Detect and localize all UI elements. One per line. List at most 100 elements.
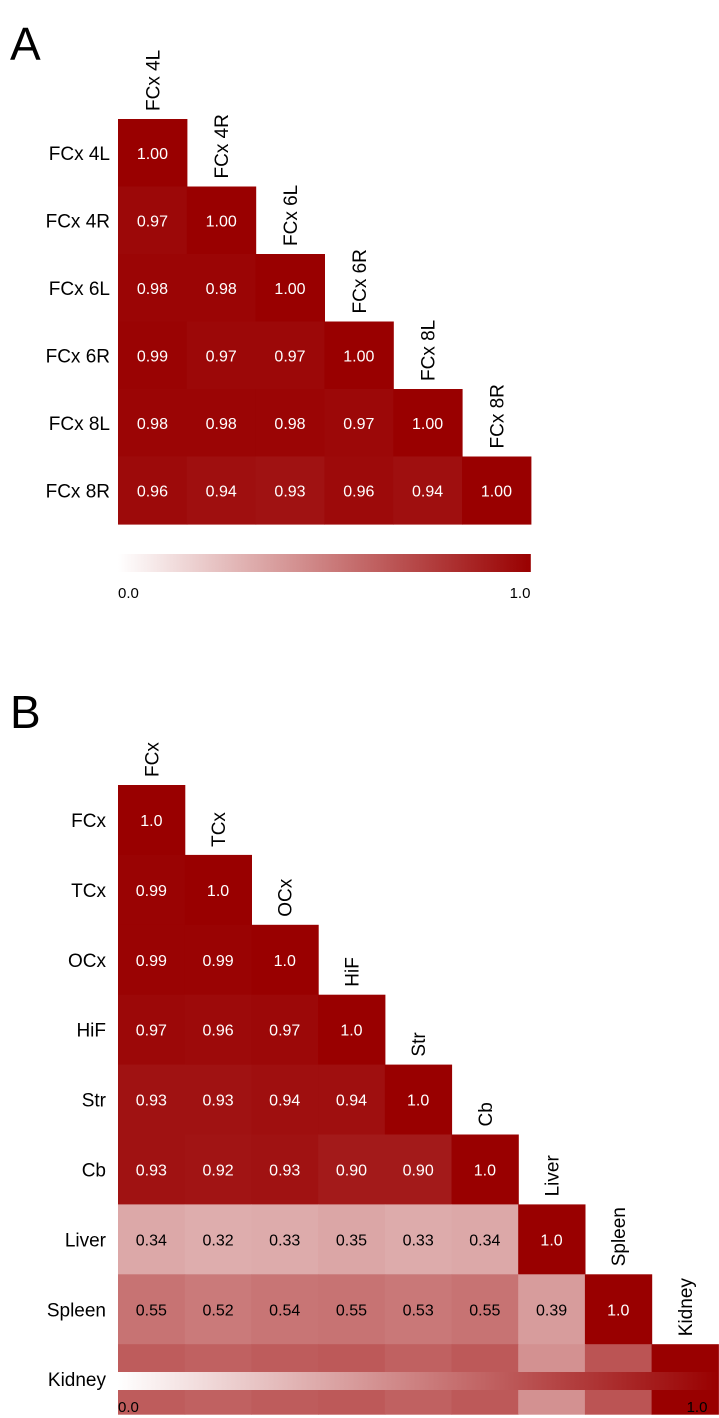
heatmap-panel-b: B 1.0 0.99 1.0 0.99 0.99 1.0 0.97 0.96 0.97 1.0 0.…	[10, 686, 719, 1416]
heatmap-cell-a-r1-c1	[186, 186, 257, 255]
heatmap-cell-a-r1-c0	[118, 186, 188, 255]
heatmap-cell-b-r7-c1	[184, 1274, 252, 1345]
heatmap-cell-label-b-r2-c1: 0.99	[202, 953, 233, 970]
heatmap-panel-a: A 1.00 0.97 1.00 0.98 0.98 1.00 0.99 0.97 0.97 1.…	[10, 18, 532, 602]
heatmap-cell-a-r4-c4	[393, 389, 463, 458]
heatmap-cell-label-b-r6-c0: 0.34	[136, 1232, 167, 1249]
heatmap-cell-a-r5-c5	[462, 456, 532, 525]
heatmap-cell-b-r4-c0	[118, 1064, 186, 1136]
heatmap-cell-b-r3-c1	[184, 994, 252, 1066]
heatmap-cell-a-r5-c1	[186, 456, 257, 525]
row-label-a-fcx-4r: FCx 4R	[46, 211, 110, 232]
heatmap-cell-a-r4-c2	[255, 389, 325, 458]
row-label-a-fcx-8r: FCx 8R	[46, 481, 110, 502]
heatmap-cell-label-a-r4-c3: 0.97	[343, 416, 374, 433]
column-label-a-fcx-8l: FCx 8L	[419, 320, 440, 381]
heatmap-cell-label-b-r7-c0: 0.55	[136, 1302, 167, 1319]
heatmap-cell-label-a-r0-c0: 1.00	[137, 146, 168, 163]
heatmap-cell-b-r7-c4	[384, 1274, 453, 1345]
heatmap-cell-label-b-r7-c4: 0.53	[403, 1302, 434, 1319]
heatmap-cell-label-b-r3-c0: 0.97	[136, 1023, 167, 1040]
heatmap-cell-a-r0-c0	[118, 119, 188, 188]
heatmap-cell-label-b-r5-c2: 0.93	[269, 1162, 300, 1179]
heatmap-cell-b-r3-c3	[318, 994, 386, 1066]
heatmap-cell-label-b-r7-c3: 0.55	[336, 1302, 367, 1319]
heatmap-cell-label-b-r6-c6: 1.0	[540, 1232, 562, 1249]
heatmap-cell-label-b-r1-c0: 0.99	[136, 883, 167, 900]
heatmap-cell-label-a-r4-c4: 1.00	[412, 416, 443, 433]
heatmap-cell-label-b-r3-c2: 0.97	[269, 1023, 300, 1040]
heatmap-cell-b-r7-c6	[518, 1274, 586, 1345]
heatmap-cell-label-a-r5-c4: 0.94	[412, 483, 443, 500]
heatmap-cell-label-b-r3-c1: 0.96	[202, 1023, 233, 1040]
heatmap-cell-a-r2-c1	[186, 254, 257, 323]
heatmap-cell-label-a-r5-c0: 0.96	[137, 483, 168, 500]
column-label-a-fcx-8r: FCx 8R	[487, 384, 508, 448]
heatmap-cell-label-b-r4-c3: 0.94	[336, 1093, 367, 1110]
heatmap-cell-b-r5-c1	[184, 1134, 252, 1205]
column-label-b-cb: Cb	[476, 1102, 497, 1126]
heatmap-cell-a-r2-c0	[118, 254, 188, 323]
column-label-b-liver: Liver	[543, 1155, 564, 1197]
column-label-a-fcx-6l: FCx 6L	[281, 185, 302, 246]
colorbar-max-label-a: 1.0	[510, 585, 531, 602]
heatmap-cell-label-a-r3-c1: 0.97	[206, 348, 237, 365]
heatmap-cell-b-r7-c3	[318, 1274, 386, 1345]
heatmap-cell-b-r6-c0	[118, 1204, 186, 1275]
panel-label-b: B	[10, 686, 41, 738]
heatmap-cell-a-r5-c2	[255, 456, 325, 525]
heatmap-cell-label-b-r5-c0: 0.93	[136, 1162, 167, 1179]
heatmap-cell-a-r4-c1	[186, 389, 257, 458]
heatmap-cell-label-a-r2-c2: 1.00	[274, 281, 305, 298]
heatmap-cell-b-r2-c1	[184, 924, 252, 996]
heatmap-cell-label-a-r2-c1: 0.98	[206, 281, 237, 298]
row-label-a-fcx-6l: FCx 6L	[49, 279, 110, 300]
colorbar-min-label-b: 0.0	[118, 1399, 139, 1416]
heatmap-cell-b-r6-c6	[518, 1204, 586, 1275]
colorbar-gradient-a	[118, 554, 531, 572]
heatmap-cell-label-b-r2-c0: 0.99	[136, 953, 167, 970]
heatmap-cell-b-r6-c1	[184, 1204, 252, 1275]
heatmap-cell-label-a-r5-c2: 0.93	[274, 483, 305, 500]
heatmap-cell-b-r0-c0	[118, 785, 186, 856]
heatmap-cell-label-b-r7-c2: 0.54	[269, 1302, 300, 1319]
heatmap-cell-label-b-r5-c5: 1.0	[474, 1162, 496, 1179]
row-label-b-liver: Liver	[65, 1230, 107, 1251]
heatmap-cell-b-r2-c0	[118, 924, 186, 996]
heatmap-cell-b-r5-c3	[318, 1134, 386, 1205]
row-label-a-fcx-8l: FCx 8L	[49, 414, 110, 435]
row-label-b-fcx: FCx	[71, 811, 106, 832]
column-label-b-fcx: FCx	[142, 742, 163, 777]
heatmap-cell-label-b-r6-c4: 0.33	[403, 1232, 434, 1249]
heatmap-cell-a-r4-c0	[118, 389, 188, 458]
heatmap-cell-b-r5-c2	[251, 1134, 319, 1205]
heatmap-cell-b-r6-c2	[251, 1204, 319, 1275]
heatmap-cell-b-r4-c4	[384, 1064, 453, 1136]
heatmap-cell-b-r6-c5	[451, 1204, 519, 1275]
heatmap-cell-label-b-r6-c1: 0.32	[202, 1232, 233, 1249]
heatmap-cell-label-b-r6-c5: 0.34	[469, 1232, 500, 1249]
column-label-b-tcx: TCx	[209, 812, 230, 847]
heatmap-cell-label-a-r4-c2: 0.98	[274, 416, 305, 433]
heatmap-cell-label-b-r5-c3: 0.90	[336, 1162, 367, 1179]
heatmap-cell-b-r4-c3	[318, 1064, 386, 1136]
heatmap-cell-a-r3-c1	[186, 321, 257, 390]
row-label-b-hif: HiF	[76, 1021, 106, 1042]
heatmap-cell-b-r3-c0	[118, 994, 186, 1066]
heatmap-cell-label-b-r4-c0: 0.93	[136, 1093, 167, 1110]
column-label-b-hif: HiF	[342, 957, 363, 987]
colorbar-gradient-b	[118, 1372, 719, 1390]
row-label-b-cb: Cb	[82, 1160, 106, 1181]
heatmap-cell-label-b-r4-c1: 0.93	[202, 1093, 233, 1110]
colorbar-min-label-a: 0.0	[118, 585, 139, 602]
heatmap-cell-label-b-r5-c4: 0.90	[403, 1162, 434, 1179]
heatmap-cell-label-b-r6-c2: 0.33	[269, 1232, 300, 1249]
heatmap-cell-b-r4-c2	[251, 1064, 319, 1136]
heatmap-cell-label-b-r4-c2: 0.94	[269, 1093, 300, 1110]
heatmap-cell-b-r3-c2	[251, 994, 319, 1066]
heatmap-cell-b-r7-c0	[118, 1274, 186, 1345]
row-label-a-fcx-6r: FCx 6R	[46, 346, 110, 367]
heatmap-cell-label-a-r1-c0: 0.97	[137, 213, 168, 230]
row-label-b-tcx: TCx	[71, 881, 106, 902]
